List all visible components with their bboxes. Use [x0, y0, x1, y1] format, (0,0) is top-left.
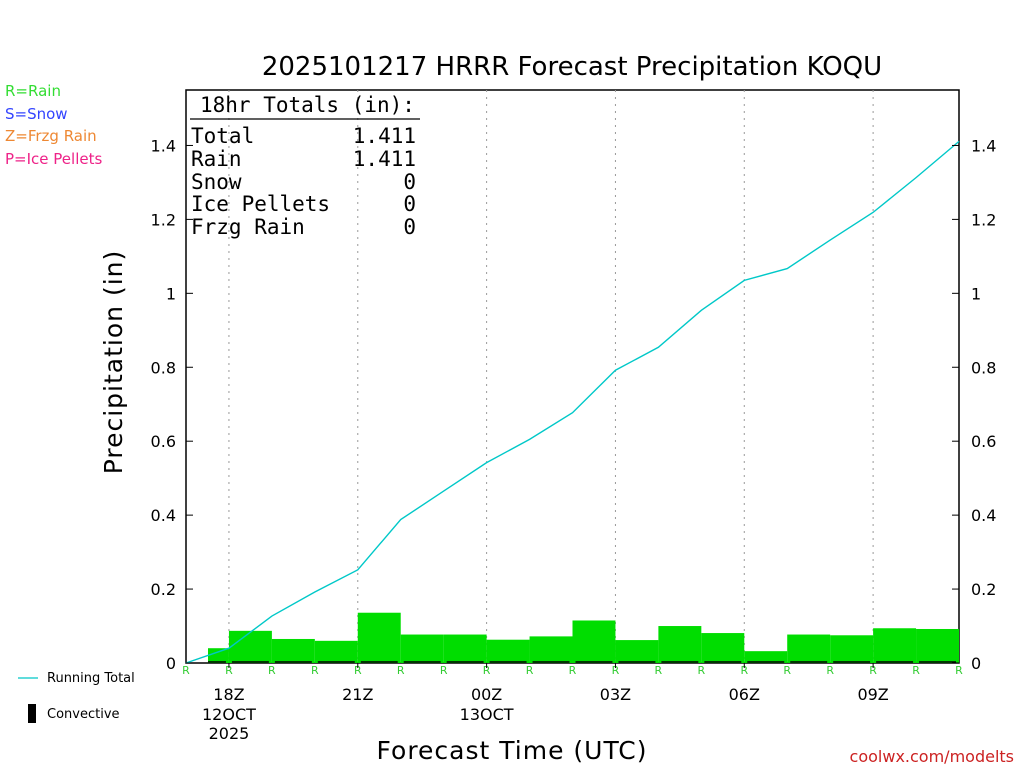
site-credit: coolwx.com/modelts	[850, 747, 1014, 766]
precip-bar-4	[357, 612, 401, 663]
precip-bar-0	[208, 648, 229, 663]
legend-snow: S=Snow	[5, 105, 68, 123]
x-tick-label-5: 09Z	[857, 685, 888, 704]
totals-box: 18hr Totals (in): Total 1.411 Rain 1.411…	[190, 93, 420, 239]
totals-value-frzg-rain: 0	[403, 215, 416, 239]
y-tick-right-label-7: 1.4	[971, 136, 996, 155]
x-tick-date-2: 13OCT	[460, 705, 514, 724]
y-axis-left: 0 0.2 0.4 0.6 0.8 1 1.2 1.4	[151, 136, 193, 673]
totals-label-rain: Rain	[191, 147, 242, 171]
precip-type-marker-8: R	[526, 664, 534, 677]
x-tick-label-1: 21Z	[342, 685, 373, 704]
y-tick-right-label-1: 0.2	[971, 580, 996, 599]
precip-bar-16	[873, 628, 917, 663]
x-tick-label-3: 03Z	[600, 685, 631, 704]
precip-type-marker-12: R	[698, 664, 706, 677]
x-tick-label-0: 18Z	[213, 685, 244, 704]
x-tick-date-0: 12OCT	[202, 705, 256, 724]
y-tick-left-label-2: 0.4	[151, 506, 176, 525]
precip-bar-6	[443, 634, 487, 663]
precip-type-marker-0: R	[182, 664, 190, 677]
y-tick-left-label-7: 1.4	[151, 136, 176, 155]
precip-type-legend: R=Rain S=Snow Z=Frzg Rain P=Ice Pellets	[5, 82, 102, 168]
convective-legend-swatch	[28, 704, 36, 723]
precip-type-marker-3: R	[311, 664, 319, 677]
y-tick-left-label-0: 0	[166, 654, 176, 673]
totals-value-ice-pellets: 0	[403, 192, 416, 216]
precip-bar-9	[572, 620, 616, 663]
precip-bar-17	[916, 628, 959, 663]
y-tick-left-label-5: 1	[166, 284, 176, 303]
totals-label-frzg-rain: Frzg Rain	[191, 215, 305, 239]
legend-rain: R=Rain	[5, 82, 61, 100]
y-tick-right-label-4: 0.8	[971, 358, 996, 377]
totals-value-snow: 0	[403, 170, 416, 194]
y-tick-left-label-6: 1.2	[151, 210, 176, 229]
precip-bar-3	[314, 640, 358, 663]
chart-title: 2025101217 HRRR Forecast Precipitation K…	[262, 52, 882, 82]
precip-bar-12	[701, 633, 745, 663]
precip-bar-1	[228, 630, 272, 663]
x-tick-label-2: 00Z	[471, 685, 502, 704]
x-axis-title: Forecast Time (UTC)	[377, 736, 648, 765]
precip-bar-10	[615, 640, 659, 663]
y-tick-left-label-3: 0.6	[151, 432, 176, 451]
precip-bar-5	[400, 634, 444, 663]
y-tick-right-label-5: 1	[971, 284, 981, 303]
running-total-series	[185, 140, 960, 664]
precip-type-marker-13: R	[740, 664, 748, 677]
y-tick-right-label-6: 1.2	[971, 210, 996, 229]
vertical-gridlines	[228, 90, 874, 663]
precip-bar-13	[744, 651, 788, 663]
precip-bar-11	[658, 626, 702, 663]
precip-type-marker-18: R	[955, 664, 963, 677]
x-tick-label-4: 06Z	[729, 685, 760, 704]
precip-type-marker-17: R	[912, 664, 920, 677]
totals-value-total: 1.411	[353, 124, 416, 148]
precip-bar-15	[830, 635, 874, 663]
precip-bar-8	[529, 636, 573, 663]
y-tick-right-label-0: 0	[971, 654, 981, 673]
precip-type-marker-7: R	[483, 664, 491, 677]
legend-ice-pellets: P=Ice Pellets	[5, 150, 102, 168]
y-tick-right-label-2: 0.4	[971, 506, 996, 525]
precip-type-marker-5: R	[397, 664, 405, 677]
precip-type-marker-15: R	[826, 664, 834, 677]
precip-bar-7	[486, 639, 530, 663]
legend-frzg-rain: Z=Frzg Rain	[5, 127, 97, 145]
y-tick-right-label-3: 0.6	[971, 432, 996, 451]
x-tick-year-0: 2025	[209, 724, 250, 743]
precip-type-marker-14: R	[783, 664, 791, 677]
y-tick-left-label-4: 0.8	[151, 358, 176, 377]
precip-type-marker-9: R	[569, 664, 577, 677]
series-legend: Running Total Convective	[18, 671, 135, 723]
precip-type-marker-1: R	[225, 664, 233, 677]
precip-type-marker-16: R	[869, 664, 877, 677]
convective-legend-label: Convective	[47, 707, 120, 722]
y-tick-left-label-1: 0.2	[151, 580, 176, 599]
precip-type-marker-2: R	[268, 664, 276, 677]
precip-bar-14	[787, 634, 831, 663]
y-axis-right: 0 0.2 0.4 0.6 0.8 1 1.2 1.4	[952, 136, 996, 673]
precip-type-marker-4: R	[354, 664, 362, 677]
precip-type-marker-10: R	[612, 664, 620, 677]
totals-value-rain: 1.411	[353, 147, 416, 171]
hourly-bars	[208, 612, 959, 663]
y-axis-title: Precipitation (in)	[99, 250, 128, 475]
plot-frame	[185, 89, 960, 664]
precip-bar-2	[271, 638, 315, 663]
precip-type-marker-6: R	[440, 664, 448, 677]
running-total-legend-label: Running Total	[47, 671, 135, 686]
running-total-line	[185, 140, 960, 664]
totals-header: 18hr Totals (in):	[200, 93, 415, 117]
totals-label-snow: Snow	[191, 170, 242, 194]
precip-type-marker-11: R	[655, 664, 663, 677]
totals-label-ice-pellets: Ice Pellets	[191, 192, 330, 216]
totals-label-total: Total	[191, 124, 254, 148]
